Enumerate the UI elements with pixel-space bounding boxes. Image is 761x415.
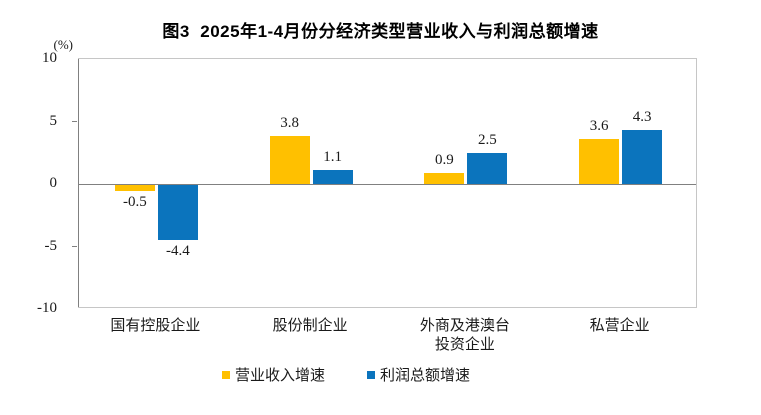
- bar-value-label: -0.5: [123, 194, 147, 210]
- y-tick-mark: [72, 120, 77, 122]
- revenue-growth-bar: [579, 139, 620, 184]
- profit-growth-legend-swatch: [367, 370, 375, 379]
- bar-value-label: 3.6: [589, 118, 609, 134]
- profit-growth-bar: [312, 170, 353, 184]
- bar-value-label: 0.9: [435, 152, 454, 168]
- y-tick-label: -5: [44, 237, 58, 254]
- revenue-growth-legend-swatch: [222, 370, 230, 379]
- legend-item-revenue-growth: 营业收入增速: [222, 364, 325, 385]
- y-tick-label: -10: [37, 300, 57, 316]
- revenue-growth-bar: [114, 185, 155, 191]
- category-label: 外商及港澳台 投资企业: [419, 317, 510, 353]
- category-label: 私营企业: [589, 317, 650, 334]
- profit-growth-bar: [622, 130, 663, 184]
- category-label: 股份制企业: [272, 317, 348, 334]
- legend-label: 营业收入增速: [235, 367, 326, 384]
- plot-area: -0.5 -4.4 3.8 1.1 0.9 2.5 3.6 4.3: [78, 58, 697, 308]
- y-tick-label: 0: [49, 175, 58, 191]
- bar-value-label: 1.1: [323, 149, 342, 165]
- bar-value-label: 4.3: [632, 109, 652, 125]
- zero-gridline: [79, 184, 696, 185]
- category-label: 国有控股企业: [110, 317, 201, 334]
- revenue-growth-bar: [424, 173, 465, 184]
- legend-label: 利润总额增速: [380, 367, 471, 384]
- legend-item-profit-growth: 利润总额增速: [367, 364, 470, 385]
- chart-title: 图3 2025年1-4月份分经济类型营业收入与利润总额增速: [162, 22, 599, 41]
- y-tick-mark: [72, 245, 77, 247]
- bar-value-label: 2.5: [478, 132, 497, 148]
- profit-growth-bar: [467, 153, 508, 184]
- y-tick-label: 10: [42, 50, 57, 66]
- revenue-growth-bar: [269, 136, 310, 184]
- y-tick-label: 5: [49, 112, 58, 129]
- y-axis-line: [78, 59, 79, 307]
- bar-value-label: 3.8: [280, 115, 299, 131]
- profit-growth-bar: [157, 185, 198, 240]
- bar-value-label: -4.4: [166, 243, 190, 259]
- y-axis-unit-label: (%): [53, 37, 74, 52]
